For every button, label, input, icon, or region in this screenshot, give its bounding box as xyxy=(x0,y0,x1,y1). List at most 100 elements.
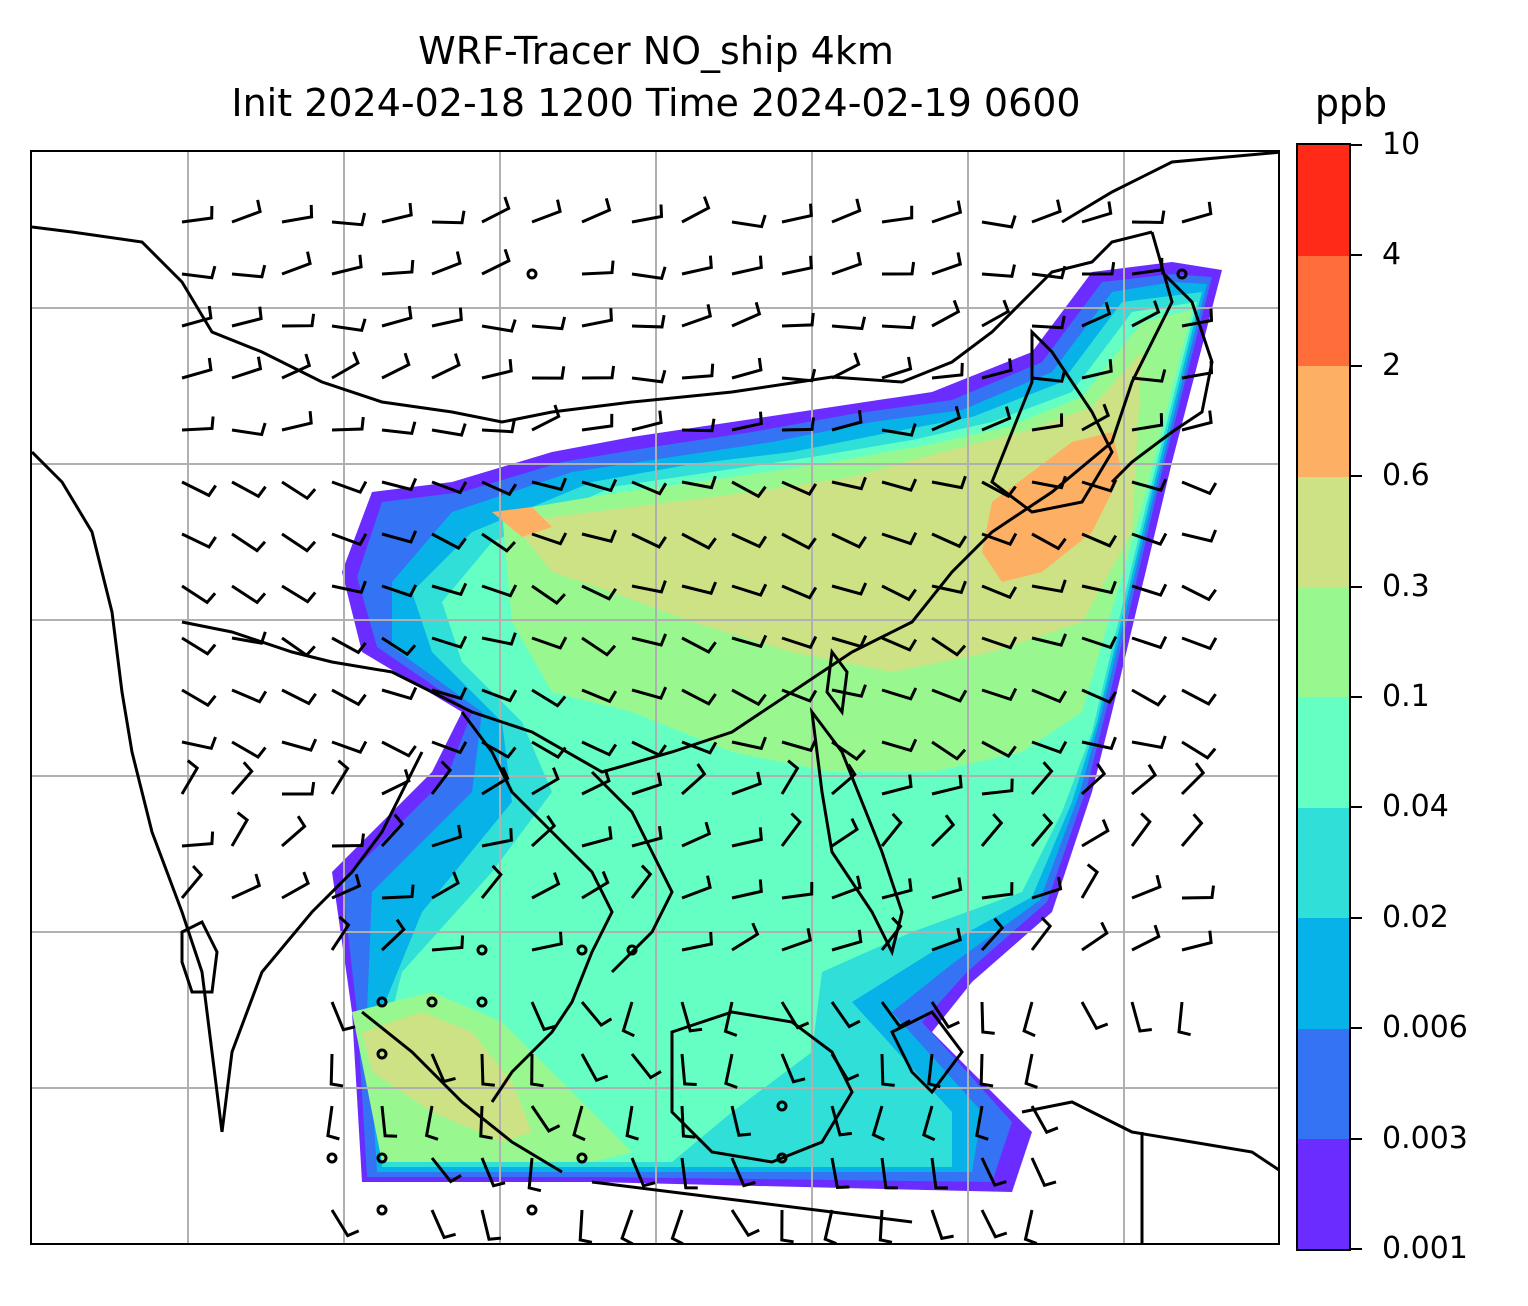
map-canvas[interactable] xyxy=(32,152,1280,1245)
wind-barb xyxy=(631,740,667,757)
colorbar xyxy=(1296,143,1351,1251)
wind-barb xyxy=(479,1105,493,1140)
wind-barb xyxy=(527,1157,542,1193)
wind-barb xyxy=(381,352,411,380)
wind-barb xyxy=(681,763,707,796)
wind-barb xyxy=(231,356,263,380)
wind-barb xyxy=(431,210,466,225)
wind-barb xyxy=(681,196,711,224)
wind-barb xyxy=(620,1209,634,1243)
wind-barb xyxy=(830,1157,850,1190)
wind-barb xyxy=(1081,301,1112,328)
colorbar-unit-label: ppb xyxy=(1314,81,1388,125)
wind-barb xyxy=(1030,1157,1057,1188)
wind-barb xyxy=(480,1053,495,1087)
wind-barb xyxy=(231,480,267,499)
wind-barb xyxy=(880,1157,898,1190)
wind-barb xyxy=(1131,478,1168,493)
wind-barb xyxy=(381,740,417,758)
wind-barb xyxy=(481,584,518,598)
wind-barb xyxy=(1022,1001,1036,1038)
wind-barb xyxy=(670,1209,684,1243)
wind-barb xyxy=(681,418,716,433)
wind-barb xyxy=(1130,812,1152,847)
wind-barb xyxy=(331,480,368,495)
colorbar-segment xyxy=(1298,365,1349,477)
wind-barb xyxy=(281,204,314,224)
wind-barb xyxy=(580,1001,613,1028)
coastline-layer xyxy=(32,152,1278,1243)
wind-barb xyxy=(1081,736,1117,751)
wind-barb xyxy=(424,1105,439,1141)
wind-barb xyxy=(631,480,668,496)
wind-barb xyxy=(531,931,563,952)
wind-barb xyxy=(281,688,317,706)
wind-barb xyxy=(1181,584,1217,602)
wind-barb xyxy=(731,634,768,649)
wind-barb xyxy=(781,928,813,952)
wind-barb xyxy=(381,686,418,701)
wind-barb xyxy=(530,1001,557,1032)
wind-barb xyxy=(329,1053,344,1088)
wind-barb xyxy=(723,1001,738,1037)
wind-barb xyxy=(581,260,615,276)
wind-barb xyxy=(331,212,367,227)
wind-barb xyxy=(381,477,418,492)
wind-barb xyxy=(431,686,468,701)
calm-wind-marker xyxy=(426,996,438,1008)
wind-barb xyxy=(331,688,367,707)
wind-barb xyxy=(480,1157,506,1188)
wind-barb xyxy=(871,1105,885,1142)
colorbar-segment xyxy=(1298,807,1349,919)
wind-barb xyxy=(1081,403,1111,432)
wind-barb xyxy=(724,1053,738,1089)
wind-barb xyxy=(380,1105,398,1138)
wind-barb xyxy=(781,738,818,753)
wind-barb xyxy=(979,1053,994,1088)
wind-barb xyxy=(980,813,1004,847)
calm-wind-marker xyxy=(376,996,388,1008)
wind-barb xyxy=(981,358,1013,380)
map-panel[interactable] xyxy=(30,150,1280,1245)
wind-barb xyxy=(1131,635,1168,650)
colorbar-tick xyxy=(1350,1027,1362,1030)
wind-barb xyxy=(830,1001,861,1029)
wind-barb xyxy=(231,532,267,553)
wind-barb xyxy=(531,584,567,605)
wind-barb xyxy=(1131,369,1167,383)
wind-barb xyxy=(181,265,217,280)
wind-barb xyxy=(831,875,862,900)
wind-barb xyxy=(1181,308,1214,328)
wind-barb xyxy=(531,688,567,708)
wind-barb xyxy=(1131,532,1168,546)
wind-barb xyxy=(1030,916,1053,951)
wind-barb xyxy=(981,740,1017,759)
wind-barb xyxy=(731,532,768,549)
wind-barb xyxy=(431,935,465,952)
wind-barb xyxy=(581,413,614,432)
wind-barb xyxy=(581,870,610,900)
wind-barb xyxy=(480,864,503,899)
calm-wind-marker xyxy=(526,1204,538,1216)
wind-barb xyxy=(731,357,763,380)
wind-barb xyxy=(181,480,217,498)
wind-barb xyxy=(180,864,204,899)
calm-wind-markers xyxy=(326,268,1188,1216)
wind-barb xyxy=(181,416,215,432)
wind-barb xyxy=(631,686,668,700)
wind-barb xyxy=(681,931,713,952)
wind-barb xyxy=(1080,1001,1109,1031)
wind-barb xyxy=(581,365,616,380)
wind-barb xyxy=(431,740,468,755)
wind-barb xyxy=(831,929,863,952)
wind-barb xyxy=(681,636,717,654)
wind-barb xyxy=(631,314,666,329)
wind-barb xyxy=(581,198,612,224)
wind-barb xyxy=(481,532,517,553)
wind-barb xyxy=(581,636,617,657)
wind-barb xyxy=(631,826,663,848)
calm-wind-marker xyxy=(476,996,488,1008)
wind-barb xyxy=(581,584,617,601)
calm-wind-marker xyxy=(626,944,638,956)
wind-barb xyxy=(881,478,918,492)
